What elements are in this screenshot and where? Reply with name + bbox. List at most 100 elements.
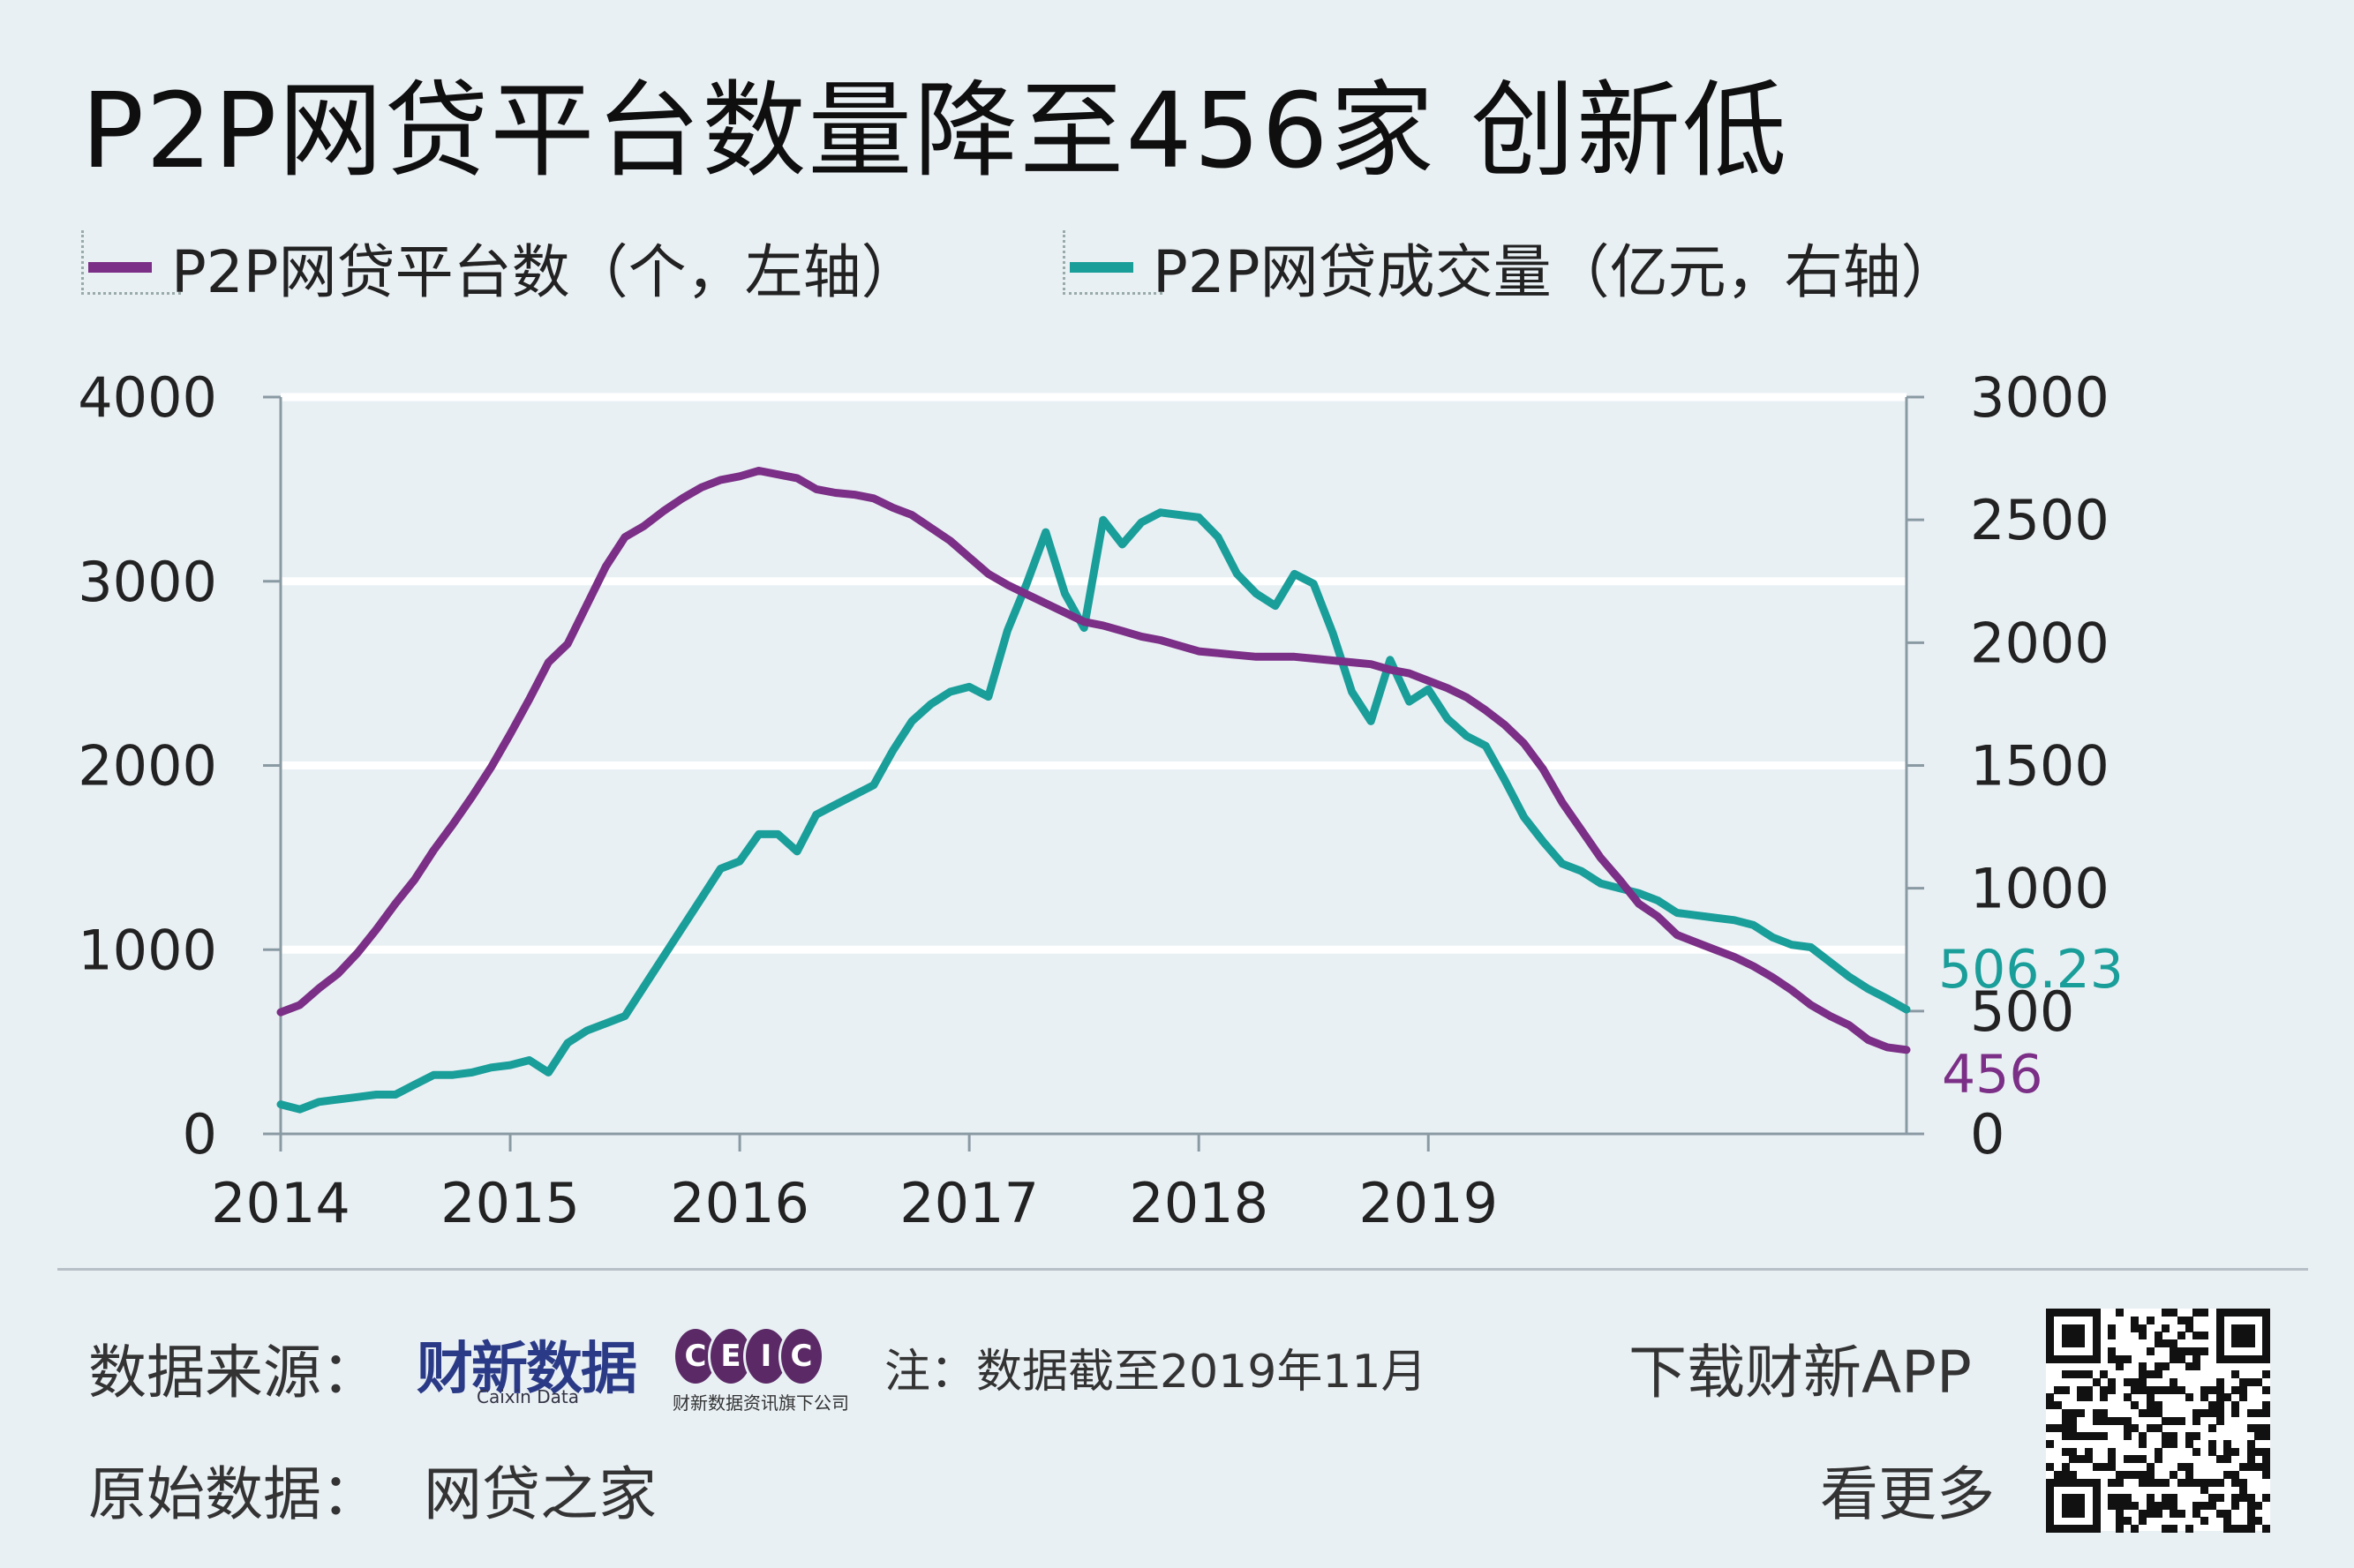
qr-module — [2069, 1309, 2078, 1317]
qr-module — [2077, 1324, 2086, 1332]
qr-module — [2231, 1494, 2240, 1503]
qr-module — [2162, 1385, 2170, 1394]
qr-module — [2092, 1408, 2101, 1417]
qr-module — [2046, 1463, 2054, 1472]
qr-module — [2262, 1309, 2271, 1317]
qr-module — [2238, 1486, 2247, 1495]
qr-module — [2069, 1494, 2078, 1503]
qr-module — [2084, 1385, 2093, 1394]
qr-module — [2215, 1347, 2224, 1355]
x-axis-tick-label: 2019 — [1358, 1171, 1498, 1235]
qr-module — [2162, 1309, 2170, 1317]
qr-module — [2108, 1332, 2117, 1340]
qr-module — [2238, 1393, 2247, 1402]
end-label-volume: 506.23 — [1938, 939, 2124, 1001]
qr-module — [2185, 1362, 2193, 1371]
qr-module — [2223, 1509, 2232, 1518]
qr-module — [2108, 1347, 2117, 1355]
qr-module — [2154, 1332, 2162, 1340]
qr-module — [2115, 1501, 2124, 1510]
qr-module — [2207, 1385, 2216, 1394]
qr-module — [2215, 1339, 2224, 1348]
qr-module — [2185, 1439, 2193, 1448]
qr-module — [2123, 1494, 2132, 1503]
qr-module — [2092, 1309, 2101, 1317]
qr-module — [2254, 1408, 2263, 1417]
qr-module — [2123, 1501, 2132, 1510]
qr-module — [2108, 1501, 2117, 1510]
qr-code-icon[interactable] — [2046, 1309, 2271, 1534]
qr-module — [2254, 1463, 2263, 1472]
qr-module — [2131, 1455, 2140, 1464]
qr-module — [2246, 1339, 2255, 1348]
ceic-letter: I — [746, 1329, 786, 1384]
qr-module — [2262, 1401, 2271, 1410]
qr-module — [2061, 1447, 2070, 1456]
qr-module — [2123, 1377, 2132, 1386]
qr-module — [2192, 1432, 2201, 1441]
qr-module — [2077, 1408, 2086, 1417]
legend-item-volume: P2P网贷成交量（亿元，右轴） — [1063, 225, 1959, 310]
qr-module — [2139, 1478, 2147, 1487]
qr-module — [2262, 1385, 2271, 1394]
qr-module — [2177, 1332, 2185, 1340]
legend-frame — [1063, 230, 1162, 295]
qr-module — [2207, 1401, 2216, 1410]
qr-module — [2246, 1332, 2255, 1340]
qr-module — [2084, 1478, 2093, 1487]
raw-data-source: 网贷之家 — [424, 1460, 657, 1528]
qr-module — [2246, 1377, 2255, 1386]
caixin-data-logo: 财新数据 — [417, 1337, 637, 1402]
qr-module — [2246, 1463, 2255, 1472]
qr-module — [2231, 1339, 2240, 1348]
qr-module — [2100, 1408, 2109, 1417]
qr-module — [2238, 1332, 2247, 1340]
qr-module — [2223, 1309, 2232, 1317]
qr-module — [2154, 1424, 2162, 1433]
qr-module — [2108, 1416, 2117, 1425]
qr-module — [2092, 1486, 2101, 1495]
qr-module — [2084, 1432, 2093, 1441]
qr-module — [2146, 1316, 2155, 1324]
qr-module — [2231, 1354, 2240, 1363]
ceic-logo: C E I C — [675, 1329, 822, 1384]
qr-module — [2254, 1424, 2263, 1433]
qr-module — [2154, 1370, 2162, 1379]
qr-module — [2061, 1525, 2070, 1534]
qr-module — [2139, 1324, 2147, 1332]
qr-module — [2046, 1509, 2054, 1518]
qr-module — [2162, 1362, 2170, 1371]
caixin-data-logo-sub: Caixin Data — [477, 1386, 579, 1407]
qr-module — [2061, 1470, 2070, 1479]
ceic-letter: C — [781, 1329, 822, 1384]
qr-module — [2215, 1455, 2224, 1464]
right-axis-tick-label: 1000 — [1970, 857, 2110, 921]
qr-module — [2185, 1393, 2193, 1402]
qr-module — [2146, 1393, 2155, 1402]
qr-module — [2254, 1517, 2263, 1526]
qr-module — [2154, 1501, 2162, 1510]
qr-module — [2231, 1324, 2240, 1332]
footer-divider — [57, 1268, 2308, 1271]
qr-module — [2077, 1354, 2086, 1363]
qr-module — [2170, 1416, 2178, 1425]
qr-module — [2170, 1377, 2178, 1386]
qr-module — [2177, 1347, 2185, 1355]
qr-module — [2162, 1439, 2170, 1448]
qr-module — [2131, 1401, 2140, 1410]
qr-module — [2061, 1309, 2070, 1317]
qr-module — [2115, 1362, 2124, 1371]
qr-module — [2154, 1455, 2162, 1464]
right-axis-tick-label: 2500 — [1970, 488, 2110, 552]
qr-module — [2200, 1385, 2209, 1394]
ceic-letter: C — [675, 1329, 716, 1384]
qr-module — [2262, 1525, 2271, 1534]
qr-module — [2238, 1309, 2247, 1317]
qr-module — [2092, 1494, 2101, 1503]
qr-module — [2177, 1463, 2185, 1472]
legend-swatch-platforms — [88, 262, 152, 273]
qr-module — [2069, 1470, 2078, 1479]
qr-module — [2084, 1370, 2093, 1379]
x-axis-tick-label: 2018 — [1129, 1171, 1268, 1235]
qr-module — [2046, 1494, 2054, 1503]
